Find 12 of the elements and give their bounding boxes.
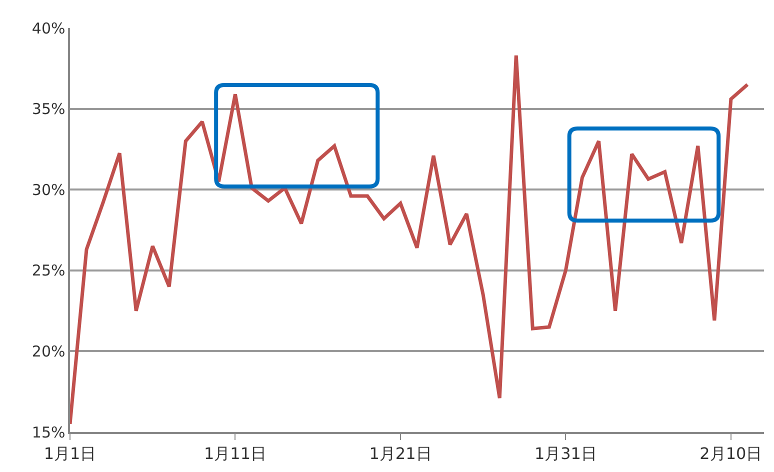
x-tick-label: 1月31日	[534, 444, 597, 463]
x-tick-label: 1月11日	[204, 444, 267, 463]
y-tick-label: 15%	[32, 423, 66, 442]
y-tick-label: 35%	[32, 100, 66, 118]
line-series	[70, 54, 750, 426]
y-tick-label: 40%	[32, 19, 66, 38]
y-tick-label: 20%	[32, 342, 66, 360]
y-tick-label: 25%	[32, 262, 66, 280]
x-tick-label: 1月21日	[369, 444, 432, 463]
y-tick-label: 30%	[32, 180, 66, 199]
x-tick-label: 2月10日	[700, 444, 762, 463]
x-tick-label: 1月1日	[44, 444, 96, 463]
